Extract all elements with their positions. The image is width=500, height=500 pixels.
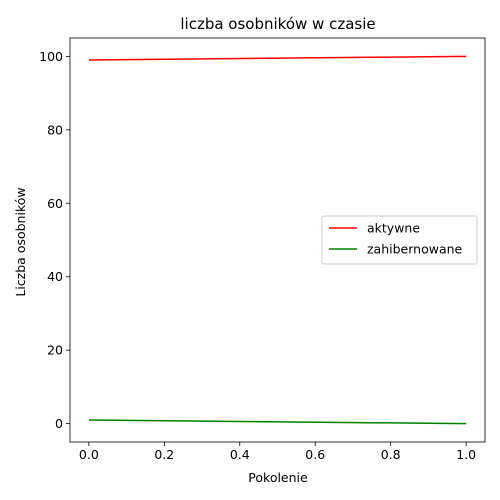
x-tick-label: 0.6 — [305, 447, 325, 462]
legend: aktywne zahibernowane — [321, 215, 478, 265]
plot-frame — [69, 37, 486, 443]
x-tick-label: 0.8 — [381, 447, 401, 462]
series-line-2 — [88, 419, 467, 425]
y-tick-label: 40 — [47, 269, 63, 284]
legend-label-2: zahibernowane — [367, 242, 463, 257]
chart-title: liczba osobników w czasie — [180, 15, 375, 33]
y-tick-label: 60 — [47, 196, 63, 211]
x-tick-label: 0.0 — [79, 447, 99, 462]
y-tick-label: 20 — [47, 343, 63, 358]
y-axis-label: Liczba osobników — [13, 187, 28, 296]
legend-box — [321, 215, 478, 265]
y-tick-label: 0 — [55, 416, 63, 431]
plot-area: 0.0 0.2 0.4 0.6 0.8 1.0 0 20 40 60 80 100 — [39, 37, 486, 462]
y-tick-label: 80 — [47, 122, 63, 137]
x-axis-label: Pokolenie — [248, 470, 308, 485]
series-line-1 — [88, 55, 467, 61]
x-tick-label: 0.4 — [230, 447, 250, 462]
x-tick-label: 0.2 — [154, 447, 174, 462]
x-tick-label: 1.0 — [456, 447, 476, 462]
legend-label-1: aktywne — [367, 221, 420, 236]
y-tick-label: 100 — [39, 49, 63, 64]
